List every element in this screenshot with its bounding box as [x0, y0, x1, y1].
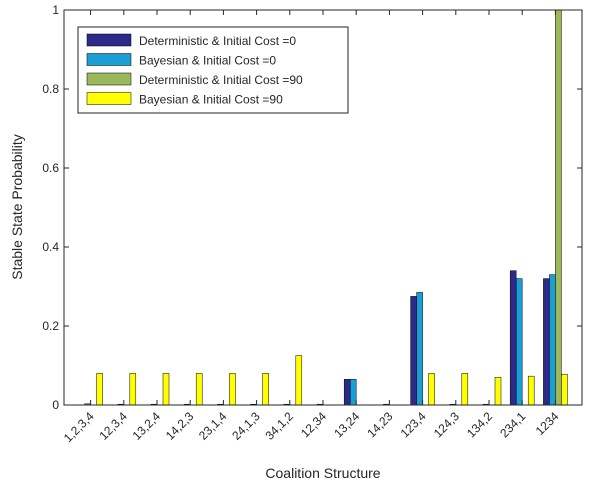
legend-swatch: [86, 33, 132, 47]
x-tick-label: 1234: [533, 409, 562, 438]
legend-entry-label: Bayesian & Initial Cost =90: [139, 93, 283, 107]
legend-swatch: [86, 92, 132, 105]
bar-bayesian-initial-cost-90-24-1-3: [262, 373, 269, 406]
bar-bayesian-initial-cost-90-1-2-3-4: [96, 373, 103, 406]
x-tick-label: 1,2,3,4: [61, 409, 97, 445]
legend-entry-label: Deterministic & Initial Cost =0: [139, 34, 296, 48]
bars-group: [84, 9, 568, 406]
bar-deterministic-initial-cost-0-1234: [543, 278, 550, 406]
x-tick-label: 124,3: [431, 409, 462, 440]
bar-bayesian-initial-cost-0-123-4: [416, 292, 423, 406]
y-axis-label: Stable State Probability: [9, 134, 25, 280]
x-tick-label: 134,2: [464, 409, 495, 440]
bar-deterministic-initial-cost-0-13-24: [343, 379, 351, 406]
x-tick-label: 34,1,2: [262, 409, 296, 443]
y-tick-label: 1: [52, 3, 59, 17]
bar-deterministic-initial-cost-0-234-1: [509, 270, 517, 406]
legend-swatch: [86, 53, 132, 66]
bar-bayesian-initial-cost-90-123-4: [428, 373, 435, 406]
x-tick-label: 12,34: [298, 409, 329, 440]
legend-swatch: [86, 72, 132, 86]
x-tick-label: 23,1,4: [196, 409, 230, 443]
y-axis: 0 0.2 0.4 0.6 0.8 1: [42, 3, 582, 412]
y-tick-label: 0.8: [42, 82, 59, 96]
x-tick-label: 13,2,4: [130, 409, 164, 443]
legend-entry-label: Bayesian & Initial Cost =0: [139, 54, 276, 68]
x-tick-label: 234,1: [497, 409, 528, 440]
bar-bayesian-initial-cost-90-1234: [561, 373, 568, 406]
bar-bayesian-initial-cost-90-12-3-4: [129, 373, 137, 406]
x-axis-label: Coalition Structure: [265, 465, 380, 481]
bar-bayesian-initial-cost-90-234-1: [527, 375, 535, 406]
bar-bayesian-initial-cost-0-1234: [549, 274, 556, 406]
bar-deterministic-initial-cost-0-123-4: [410, 296, 417, 406]
legend-entry-label: Deterministic & Initial Cost =90: [139, 73, 303, 87]
x-tick-label: 123,4: [398, 409, 429, 440]
bar-bayesian-initial-cost-0-234-1: [515, 278, 523, 406]
x-tick-label: 24,1,3: [229, 409, 263, 443]
legend: Deterministic & Initial Cost =0 Bayesian …: [77, 26, 349, 114]
x-tick-label: 14,2,3: [163, 409, 197, 443]
y-tick-label: 0.6: [42, 161, 59, 175]
x-tick-label: 13,24: [331, 409, 362, 440]
bar-bayesian-initial-cost-90-13-2-4: [162, 373, 170, 406]
y-tick-label: 0: [52, 398, 59, 412]
bar-bayesian-initial-cost-90-34-1-2: [295, 355, 303, 406]
bar-bayesian-initial-cost-90-14-2-3: [195, 373, 203, 406]
x-tick-label: 12,3,4: [96, 409, 130, 443]
y-tick-label: 0.4: [42, 240, 59, 254]
x-tick-label: 14,23: [364, 409, 395, 440]
bar-bayesian-initial-cost-0-13-24: [349, 379, 357, 406]
bar-deterministic-initial-cost-90-1234: [555, 9, 562, 406]
bar-bayesian-initial-cost-90-124-3: [461, 373, 469, 406]
bar-bayesian-initial-cost-90-134-2: [494, 377, 502, 406]
y-tick-label: 0.2: [42, 319, 59, 333]
bar-bayesian-initial-cost-90-23-1-4: [229, 373, 236, 406]
